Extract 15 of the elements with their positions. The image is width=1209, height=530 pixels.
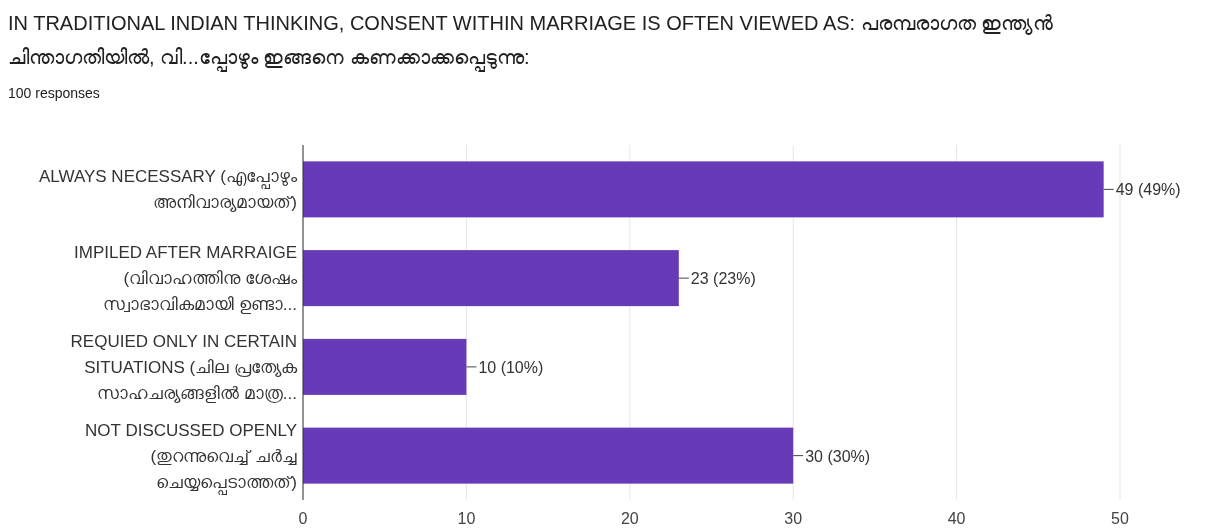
subtitle: 100 responses — [8, 85, 100, 101]
y-tick-label: ALWAYS NECESSARY (എപ്പോഴും അനിവാര്യമായത്) — [38, 167, 298, 213]
x-tick-label: 50 — [1111, 510, 1129, 527]
x-tick-label: 30 — [784, 510, 803, 527]
data-label: 23 (23%) — [690, 270, 756, 288]
data-label: 49 (49%) — [1115, 181, 1181, 199]
x-tick-label: 20 — [620, 510, 639, 527]
y-tick-label: IMPILED AFTER MARRAIGE (വിവാഹത്തിനു ശേഷം സ്വാഭാവികമായി ഉണ്ടാ... — [74, 243, 298, 315]
x-tick-label: 0 — [298, 510, 308, 527]
data-label: 10 (10%) — [478, 358, 544, 376]
x-tick-label: 10 — [457, 510, 476, 527]
y-tick-label: NOT DISCUSSED OPENLY (തുറന്നുവെച്ച് ചർച്ച ചെയ്യപ്പെടാത്തത്) — [85, 420, 297, 496]
x-tick-label: 40 — [947, 510, 966, 527]
y-tick-label: REQUIED ONLY IN CERTAIN SITUATIONS (ചില പ്രത്യേക സാഹചര്യങ്ങളിൽ മാത്ര... — [70, 331, 298, 403]
data-label: 30 (30%) — [805, 447, 871, 465]
